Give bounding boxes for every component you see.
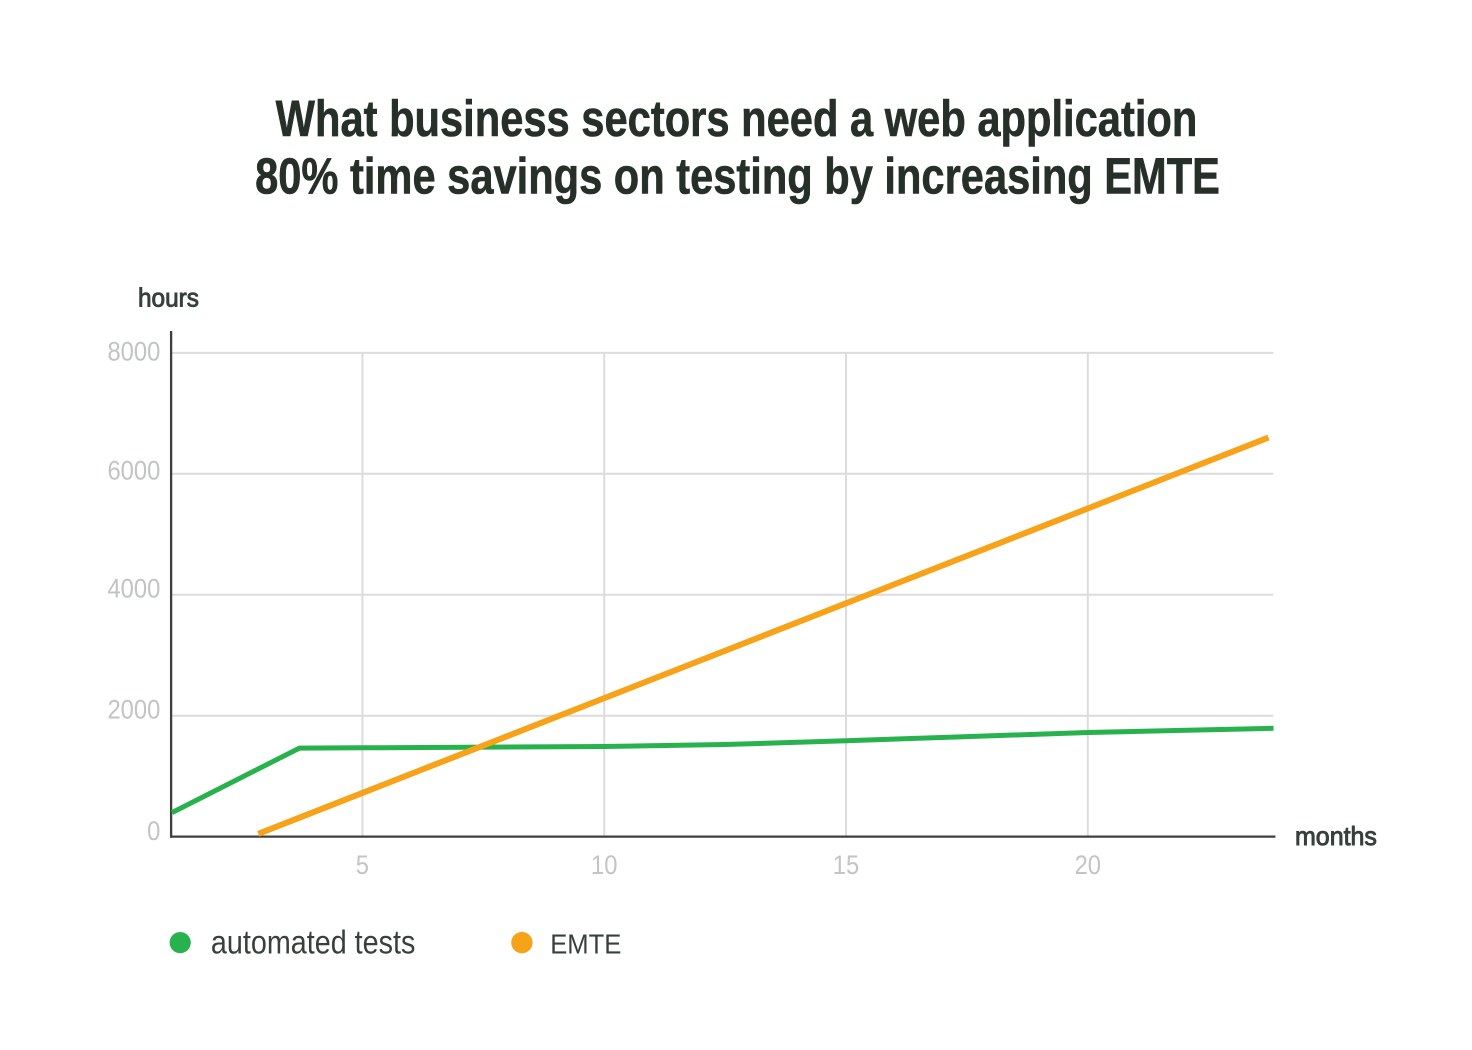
svg-text:hours: hours (138, 284, 199, 313)
svg-text:15: 15 (833, 850, 859, 880)
svg-text:0: 0 (147, 816, 160, 846)
svg-text:5: 5 (356, 850, 369, 880)
svg-text:What business sectors need a w: What business sectors need a web applica… (276, 90, 1198, 147)
svg-text:80% time savings on testing by: 80% time savings on testing by increasin… (255, 147, 1220, 204)
svg-text:8000: 8000 (107, 337, 160, 367)
svg-text:4000: 4000 (107, 574, 160, 604)
svg-text:EMTE: EMTE (550, 929, 621, 960)
svg-text:months: months (1295, 823, 1377, 852)
svg-text:automated tests: automated tests (211, 924, 415, 961)
svg-text:6000: 6000 (107, 456, 160, 486)
svg-text:2000: 2000 (107, 695, 160, 725)
svg-text:20: 20 (1075, 850, 1101, 880)
svg-text:10: 10 (591, 850, 617, 880)
